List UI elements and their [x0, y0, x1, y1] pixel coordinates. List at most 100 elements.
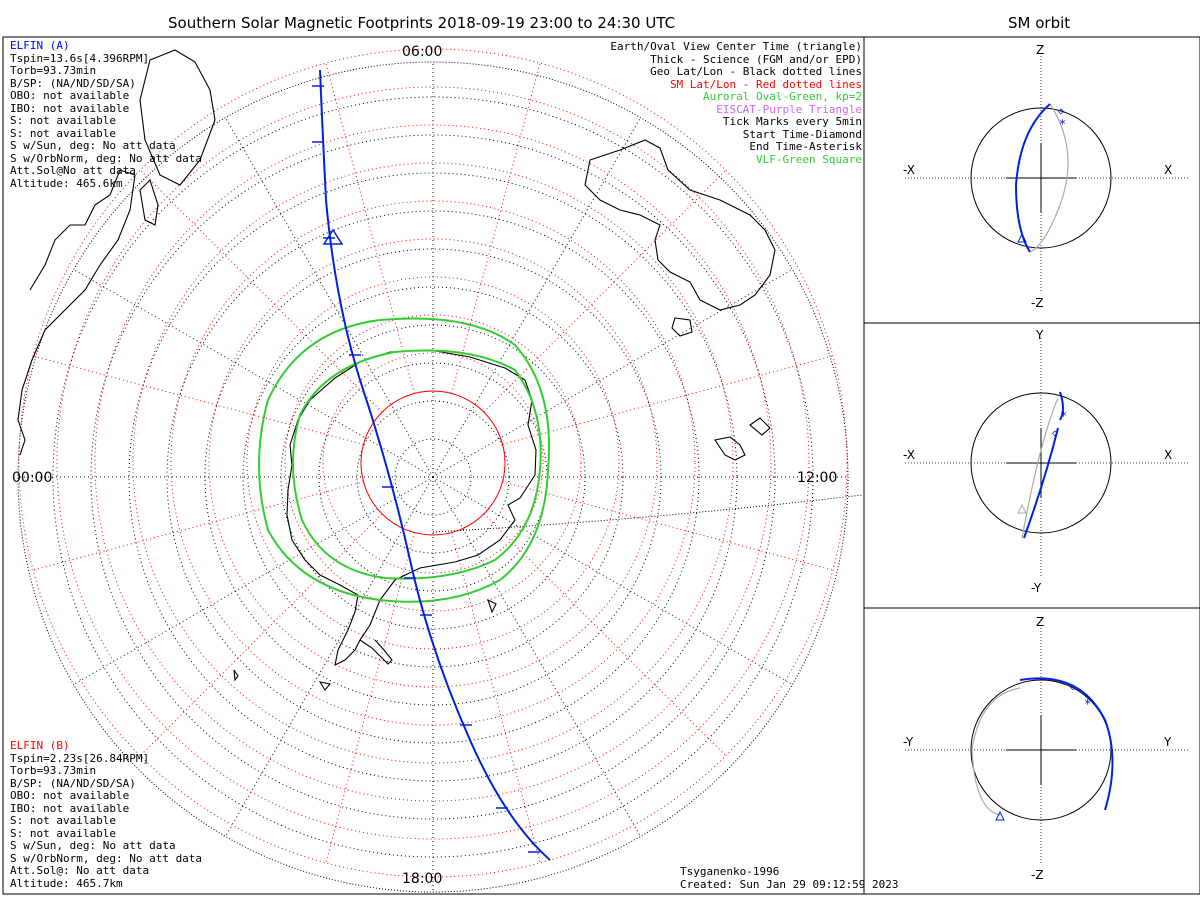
- legend-entry: Geo Lat/Lon - Black dotted lines: [650, 65, 862, 78]
- geo-lat-circle: [166, 210, 700, 744]
- sm-lat-circle: [246, 276, 620, 650]
- geo-lon-line: [432, 269, 793, 478]
- orbit-trace: [1019, 677, 1114, 811]
- sm-lon-line: [32, 481, 364, 571]
- axis-label-bottom: -Z: [1031, 296, 1044, 310]
- australia-coast: [584, 139, 776, 311]
- sm-lat-circle: [170, 200, 696, 726]
- start-diamond: ◇: [1052, 428, 1058, 439]
- mlt-label-right: 12:00: [797, 470, 838, 486]
- elfin-a-line: Altitude: 465.6km: [10, 176, 123, 190]
- axis-label-bottom: -Z: [1031, 868, 1044, 882]
- geo-lon-line: [73, 476, 434, 685]
- elfin-a-line: IBO: not available: [10, 101, 130, 115]
- island-1: [487, 598, 497, 614]
- axis-label-left: -X: [903, 448, 915, 462]
- start-diamond: ◇: [1058, 106, 1064, 117]
- elfin-a-line: Tspin=13.6s[4.396RPM]: [10, 51, 150, 65]
- credits-model: Tsyganenko-1996: [680, 865, 780, 878]
- orbit-title: SM orbit: [1008, 14, 1071, 32]
- axis-label-top: Y: [1036, 328, 1044, 342]
- elfin-b-line: B/SP: (NA/ND/SD/SA): [10, 776, 136, 790]
- mlt-label-left: 00:00: [12, 470, 53, 486]
- island-3: [233, 669, 239, 682]
- elfin-b-line: S: not available: [10, 814, 116, 827]
- elfin-a-line: B/SP: (NA/ND/SD/SA): [10, 76, 136, 90]
- geo-meridian-line: [432, 494, 863, 533]
- geo-boundary: [17, 61, 849, 893]
- axis-label-bottom: -Y: [1031, 581, 1042, 595]
- orbit-trace: [1023, 427, 1059, 539]
- view-center-triangle: [995, 810, 1005, 821]
- tasmania-coast: [671, 317, 693, 337]
- sm-lat-circle: [18, 48, 848, 878]
- antarctica-coast: [286, 349, 537, 666]
- elfin-b-line: S w/OrbNorm, deg: No att data: [10, 851, 203, 865]
- elfin-a-info: ELFIN (A) Tspin=13.6s[4.396RPM] Torb=93.7…: [10, 39, 203, 190]
- antarctic-peninsula: [359, 639, 393, 665]
- axis-label-right: Y: [1164, 735, 1172, 749]
- elfin-b-line: Altitude: 465.7km: [10, 876, 123, 890]
- elfin-a-line: S w/Sun, deg: No att data: [10, 139, 176, 152]
- end-asterisk: *: [1084, 697, 1091, 711]
- view-center-triangle: [322, 228, 344, 245]
- sm-lat-circle: [94, 124, 772, 802]
- sm-lat-circle: [208, 238, 658, 688]
- sm-lat-circle: [284, 314, 582, 612]
- mlt-label-top: 06:00: [402, 44, 443, 60]
- auroral-oval-inner: [291, 349, 542, 580]
- polar-map: ◇**◇◇*: [17, 48, 1190, 893]
- legend-entry: VLF-Green Square: [756, 152, 862, 166]
- axis-label-top: Z: [1036, 615, 1045, 629]
- view-center-triangle: [1017, 503, 1027, 514]
- island-2: [318, 681, 332, 691]
- end-asterisk: *: [1059, 117, 1066, 131]
- elfin-b-lines: Tspin=2.23s[26.84RPM] Torb=93.73min B/SP: …: [10, 751, 203, 891]
- geo-lon-line: [73, 269, 434, 478]
- madagascar-coast: [139, 178, 159, 226]
- axis-label-left: -X: [903, 163, 915, 177]
- elfin-a-name: ELFIN (A): [10, 39, 70, 52]
- credits: Tsyganenko-1996 Created: Sun Jan 29 09:1…: [680, 865, 899, 891]
- elfin-b-line: Tspin=2.23s[26.84RPM]: [10, 751, 150, 765]
- geo-lat-circle: [394, 438, 472, 516]
- orbit-trace-back: [1021, 397, 1059, 539]
- orbit-plots: ◇**◇◇*: [905, 53, 1190, 865]
- elfin-b-line: OBO: not available: [10, 789, 130, 802]
- end-asterisk: *: [1060, 409, 1067, 423]
- elfin-a-line: OBO: not available: [10, 89, 130, 102]
- coastlines: [17, 49, 776, 691]
- legend-entry: Start Time-Diamond: [742, 127, 862, 141]
- axis-label-right: X: [1164, 448, 1173, 462]
- sm-lat-circle: [56, 86, 810, 840]
- sm-lon-line: [139, 169, 383, 413]
- elfin-a-line: S w/OrbNorm, deg: No att data: [10, 151, 203, 165]
- elfin-a-line: Att.Sol@No att data: [10, 164, 136, 177]
- sm-pole-circle: [360, 390, 506, 536]
- legend-entry: SM Lat/Lon - Red dotted lines: [669, 77, 862, 91]
- elfin-b-info: ELFIN (B) Tspin=2.23s[26.84RPM] Torb=93.7…: [10, 739, 203, 891]
- sm-lat-circle: [322, 352, 544, 574]
- start-diamond: ◇: [1070, 682, 1076, 693]
- geo-grid: [17, 61, 849, 893]
- elfin-b-line: S w/Sun, deg: No att data: [10, 839, 176, 852]
- auroral-oval-outer: [258, 317, 551, 603]
- sm-lat-circle: [132, 162, 734, 764]
- view-center-triangle: [1017, 232, 1027, 243]
- geo-lat-circle: [90, 134, 776, 820]
- axis-label-right: X: [1164, 163, 1173, 177]
- elfin-b-line: Torb=93.73min: [10, 764, 97, 777]
- orbit-frame: [863, 36, 1200, 895]
- sm-lon-line: [451, 62, 541, 394]
- elfin-b-line: Att.Sol@: No att data: [10, 864, 150, 877]
- elfin-b-name: ELFIN (B): [10, 739, 70, 752]
- axis-label-top: Z: [1036, 43, 1045, 57]
- footprint-track: [312, 69, 551, 861]
- new-zealand-coast: [714, 436, 746, 461]
- credits-created: Created: Sun Jan 29 09:12:59 2023: [680, 877, 899, 891]
- sm-lon-line: [325, 532, 415, 864]
- auroral-ovals: [258, 317, 551, 603]
- africa-coast: [139, 49, 216, 186]
- sm-lon-line: [483, 513, 727, 757]
